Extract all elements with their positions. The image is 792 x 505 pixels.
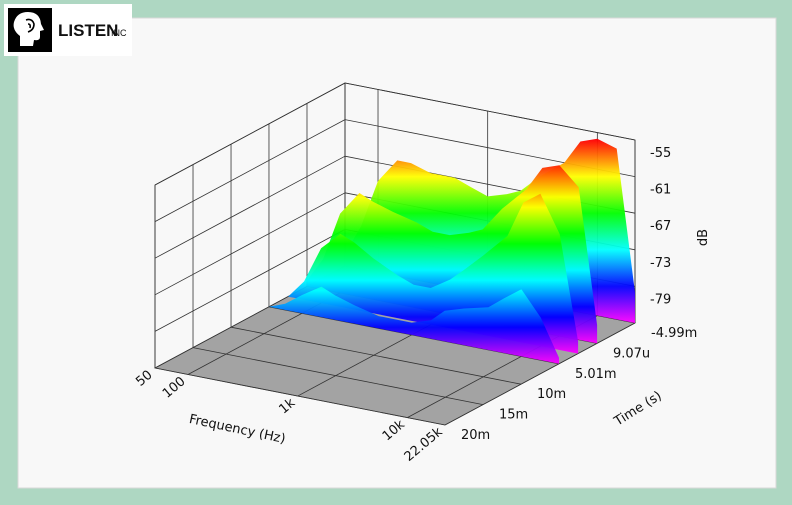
t-tick-label: 10m [537,387,566,402]
t-grid-line [230,326,522,385]
t-tick-label: 5.01m [575,367,617,382]
t-grid-line [154,367,446,426]
t-tick-label: -4.99m [651,326,697,341]
z-tick-label: -67 [650,219,671,234]
logo-name: LISTEN [58,21,118,40]
t-tick-label: 20m [461,428,490,443]
z-tick-label: -73 [650,256,671,271]
z-tick-label: -55 [650,146,671,161]
z-grid-line [154,192,346,296]
z-tick-label: -61 [650,183,671,198]
surface-slice [269,286,559,364]
t-tick-label: 9.07u [613,346,650,361]
z-grid-line [154,155,346,259]
logo-suffix: INC [111,28,127,38]
logo-icon [8,8,52,52]
t-grid-line [268,306,560,365]
z-grid-line [154,229,346,332]
z-axis-title: dB [696,229,711,246]
t-grid-line [192,347,484,405]
x-grid-line [444,322,636,426]
z-grid-line [344,82,636,141]
z-grid-line [154,82,346,186]
t-tick-label: 15m [499,408,528,423]
z-grid-line [154,119,346,222]
z-tick-label: -79 [650,292,671,307]
